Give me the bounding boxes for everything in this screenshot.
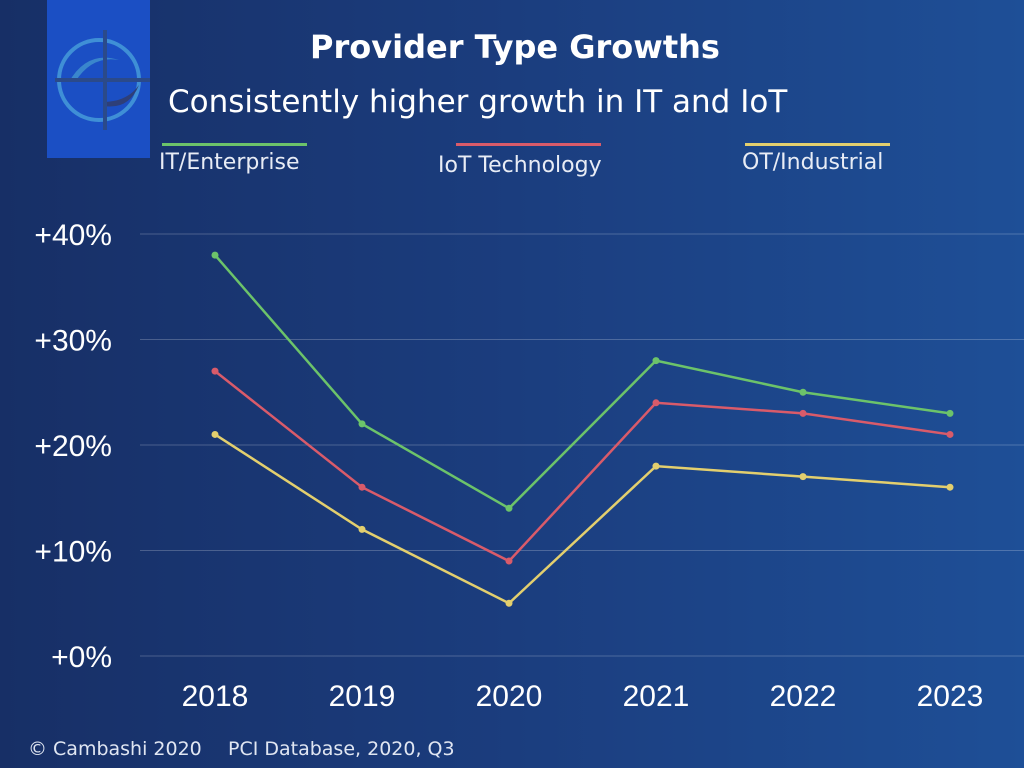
legend-swatch-iot [456,143,601,146]
footer-copyright: © Cambashi 2020 [28,738,202,760]
series-line-0 [214,254,951,510]
data-point [505,557,513,565]
data-point [505,504,513,512]
y-tick-label: +40% [34,219,112,252]
data-point [358,525,366,533]
x-tick-label: 2020 [476,680,543,713]
data-point [358,483,366,491]
legend-swatch-ot [745,143,890,146]
y-tick-label: +0% [51,641,112,674]
y-tick-label: +20% [34,430,112,463]
legend-label-ot: OT/Industrial [742,150,884,175]
legend-swatch-it [162,143,307,146]
data-point [799,388,807,396]
series-line-2 [214,433,951,605]
cambashi-logo [47,0,150,158]
data-point [652,357,660,365]
series-line-1 [214,370,951,563]
data-point [946,409,954,417]
data-point [358,420,366,428]
data-point [946,483,954,491]
data-point [946,430,954,438]
footer-source: PCI Database, 2020, Q3 [228,738,455,760]
data-point [211,367,219,375]
x-tick-label: 2023 [917,680,984,713]
x-tick-label: 2019 [329,680,396,713]
data-point [799,473,807,481]
chart-title: Provider Type Growths [310,28,720,66]
crosshair-logo-icon [55,30,150,130]
data-point [652,462,660,470]
chart-subtitle: Consistently higher growth in IT and IoT [168,84,788,120]
data-point [799,409,807,417]
legend-label-it: IT/Enterprise [159,150,300,175]
x-tick-label: 2018 [182,680,249,713]
x-tick-label: 2021 [623,680,690,713]
data-point [211,430,219,438]
x-tick-label: 2022 [770,680,837,713]
y-tick-label: +30% [34,325,112,358]
y-tick-label: +10% [34,536,112,569]
data-point [211,251,219,259]
legend-label-iot: IoT Technology [438,153,602,178]
data-point [505,599,513,607]
data-point [652,399,660,407]
